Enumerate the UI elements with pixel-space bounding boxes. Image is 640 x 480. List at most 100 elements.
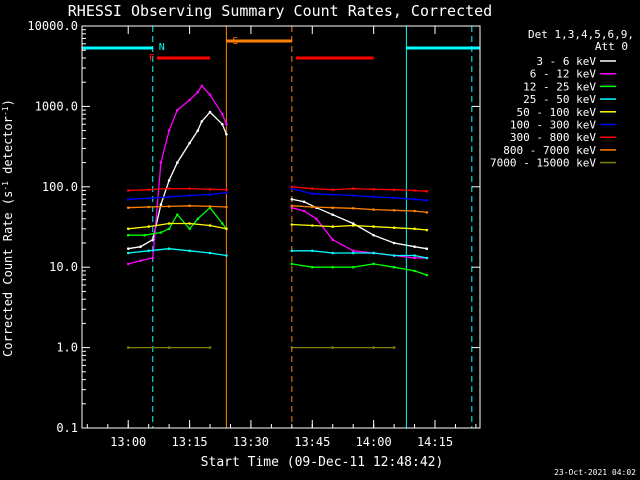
- legend-label-50-100-kev: 50 - 100 keV: [517, 106, 597, 119]
- series-line-100-300-kev-2: [291, 187, 427, 201]
- y-tick-label-100-0: 100.0: [42, 180, 78, 194]
- data-point-6-12-kev-14: [302, 209, 306, 213]
- data-point-800-7000-kev-4: [188, 204, 191, 208]
- flag-label-n: N: [159, 42, 165, 53]
- data-point-6-12-kev-8: [196, 90, 200, 94]
- data-point-300-800-kev-14: [425, 190, 429, 193]
- data-point-12-25-kev-7: [196, 217, 200, 221]
- axis-ticks: 13:00 13:15 13:30 13:45 14:00 14:15 0.1 1.0 10.0…: [27, 19, 480, 449]
- data-point-3-6-kev-19: [392, 241, 396, 245]
- chart-title: RHESSI Observing Summary Count Rates, Co…: [68, 2, 492, 20]
- data-point-50-100-kev-12: [392, 226, 396, 229]
- data-point-800-7000-kev-10: [351, 207, 355, 210]
- series-line-25-50-kev-2: [291, 250, 427, 259]
- plot-frame: [81, 25, 481, 429]
- data-point-100-300-kev-12: [392, 196, 396, 200]
- series-line-300-800-kev-2: [291, 186, 427, 192]
- data-point-100-300-kev-11: [372, 195, 375, 199]
- series-line-50-100-kev-2: [291, 223, 427, 231]
- data-point-300-800-kev-2: [147, 188, 150, 191]
- plot-area: NF S: [81, 26, 480, 428]
- data-point-6-12-kev-12: [225, 122, 228, 126]
- data-point-6-12-kev-2: [139, 259, 142, 263]
- data-point-50-100-kev-10: [351, 224, 355, 227]
- data-point-50-100-kev-11: [372, 225, 375, 228]
- timestamp: 23-Oct-2021 04:02: [554, 468, 636, 477]
- data-point-800-7000-kev-12: [392, 209, 396, 212]
- x-tick-label-13-15: 13:15: [172, 435, 208, 449]
- series-line-300-800-kev-1: [128, 187, 227, 192]
- legend-label-12-25-kev: 12 - 25 keV: [523, 80, 596, 93]
- legend-header: Det 1,3,4,5,6,9,: [528, 28, 634, 41]
- data-point-25-50-kev-6: [225, 254, 228, 257]
- data-point-300-800-kev-7: [290, 185, 294, 189]
- series-line-25-50-kev-1: [128, 248, 227, 257]
- data-point-12-25-kev-6: [188, 227, 191, 231]
- data-point-12-25-kev-2: [143, 233, 146, 237]
- data-point-300-800-kev-1: [126, 189, 130, 192]
- data-point-3-6-kev-12: [225, 133, 228, 136]
- data-point-3-6-kev-8: [196, 129, 200, 132]
- data-point-25-50-kev-12: [392, 254, 396, 257]
- data-point-800-7000-kev-3: [167, 205, 171, 208]
- data-point-6-12-kev-13: [290, 206, 294, 209]
- data-point-50-100-kev-3: [167, 222, 171, 225]
- data-point-300-800-kev-12: [392, 188, 396, 191]
- data-point-6-12-kev-6: [176, 108, 179, 112]
- data-point-3-6-kev-14: [302, 200, 306, 204]
- data-point-3-6-kev-2: [139, 245, 142, 248]
- series-line-800-7000-kev-2: [291, 205, 427, 214]
- legend-attenuator: Att 0: [595, 40, 628, 53]
- data-point-6-12-kev-15: [315, 217, 318, 221]
- data-point-100-300-kev-6: [225, 191, 228, 194]
- y-tick-label-1000-0: 1000.0: [35, 99, 78, 113]
- data-point-12-25-kev-14: [351, 265, 355, 269]
- series-line-100-300-kev-1: [128, 191, 227, 200]
- data-point-800-7000-kev-7: [290, 204, 294, 208]
- data-point-800-7000-kev-14: [425, 211, 429, 214]
- flag-label-s: S: [232, 36, 238, 47]
- data-point-100-300-kev-8: [311, 192, 314, 195]
- data-point-25-50-kev-4: [188, 249, 191, 253]
- data-point-6-12-kev-1: [126, 262, 130, 266]
- data-point-25-50-kev-10: [351, 251, 355, 255]
- data-point-800-7000-kev-13: [413, 209, 416, 213]
- data-point-7000-15000-kev-1: [126, 346, 130, 349]
- data-point-3-6-kev-5: [167, 179, 171, 182]
- data-point-50-100-kev-2: [147, 225, 150, 228]
- data-point-100-300-kev-5: [208, 193, 212, 196]
- legend-label-25-50-kev: 25 - 50 keV: [523, 93, 596, 106]
- data-point-25-50-kev-9: [331, 251, 335, 255]
- data-point-12-25-kev-13: [331, 265, 335, 269]
- data-point-6-12-kev-9: [200, 84, 204, 88]
- y-tick-label-1-0: 1.0: [56, 341, 78, 355]
- x-tick-label-13-45: 13:45: [294, 435, 330, 449]
- data-point-3-6-kev-13: [290, 198, 294, 201]
- data-point-6-12-kev-11: [221, 112, 224, 116]
- y-tick-label-10-0: 10.0: [49, 260, 78, 274]
- data-point-6-12-kev-7: [188, 98, 191, 102]
- data-point-300-800-kev-13: [413, 189, 416, 192]
- data-point-50-100-kev-4: [188, 222, 191, 225]
- data-point-800-7000-kev-6: [225, 205, 228, 209]
- flag-label-f: F: [149, 53, 155, 64]
- data-point-25-50-kev-5: [208, 251, 212, 255]
- data-point-6-12-kev-16: [331, 238, 335, 241]
- data-point-800-7000-kev-11: [372, 208, 375, 211]
- data-point-12-25-kev-17: [413, 269, 416, 273]
- data-point-100-300-kev-3: [167, 195, 171, 199]
- data-point-100-300-kev-14: [425, 199, 429, 202]
- data-point-800-7000-kev-1: [126, 206, 130, 209]
- data-point-100-300-kev-2: [147, 197, 150, 200]
- x-tick-label-14-00: 14:00: [356, 435, 392, 449]
- y-tick-label-10000-0: 10000.0: [27, 19, 78, 33]
- legend-label-300-800-kev: 300 - 800 keV: [510, 131, 596, 144]
- data-point-6-12-kev-3: [151, 256, 155, 260]
- x-tick-label-13-30: 13:30: [233, 435, 269, 449]
- data-point-25-50-kev-1: [126, 251, 130, 255]
- data-point-300-800-kev-9: [331, 188, 335, 191]
- data-point-6-12-kev-5: [167, 129, 171, 132]
- data-point-12-25-kev-16: [392, 265, 396, 269]
- data-point-800-7000-kev-5: [208, 205, 212, 208]
